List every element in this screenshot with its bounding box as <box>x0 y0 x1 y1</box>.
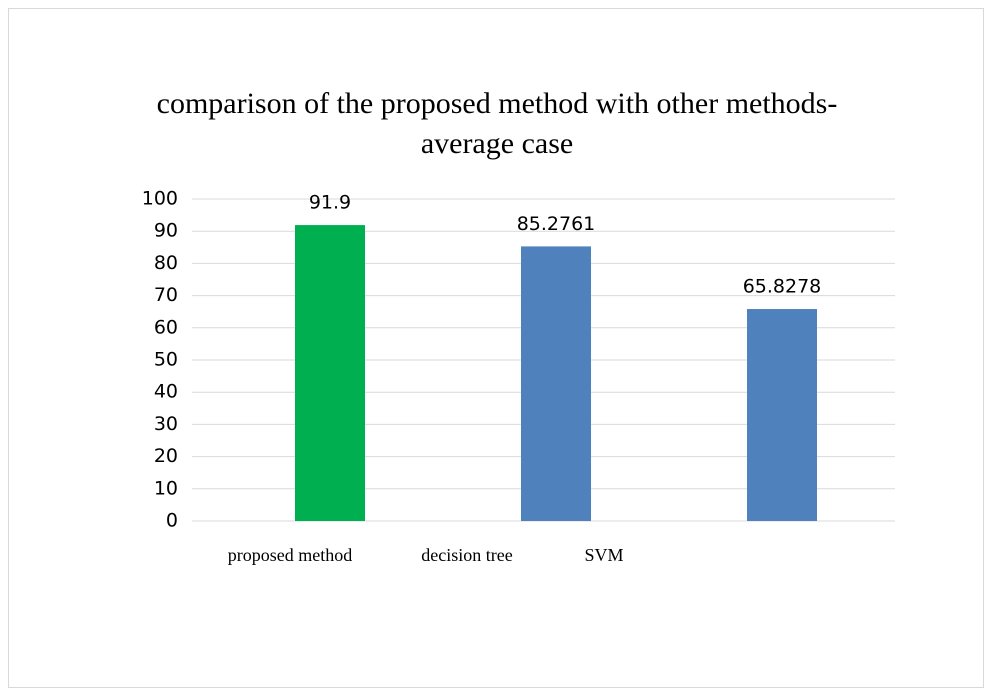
value-label: 91.9 <box>309 192 351 214</box>
y-tick-label: 20 <box>154 445 178 467</box>
x-tick-label: proposed method <box>228 545 352 565</box>
chart-title: comparison of the proposed method with o… <box>156 87 838 160</box>
x-tick-label: decision tree <box>421 545 512 565</box>
y-tick-label: 10 <box>154 477 178 499</box>
bar <box>747 309 817 521</box>
bar <box>521 246 591 522</box>
y-tick-label: 100 <box>142 188 178 210</box>
y-tick-label: 30 <box>154 413 178 435</box>
y-tick-label: 70 <box>154 284 178 306</box>
y-tick-label: 0 <box>166 510 178 532</box>
bar <box>295 225 365 521</box>
y-tick-label: 80 <box>154 252 178 274</box>
value-label: 65.8278 <box>743 276 822 298</box>
y-tick-label: 50 <box>154 349 178 371</box>
y-tick-label: 40 <box>154 381 178 403</box>
value-label: 85.2761 <box>517 213 596 235</box>
y-tick-label: 60 <box>154 316 178 338</box>
y-tick-label: 90 <box>154 220 178 242</box>
x-tick-label: SVM <box>584 545 623 565</box>
